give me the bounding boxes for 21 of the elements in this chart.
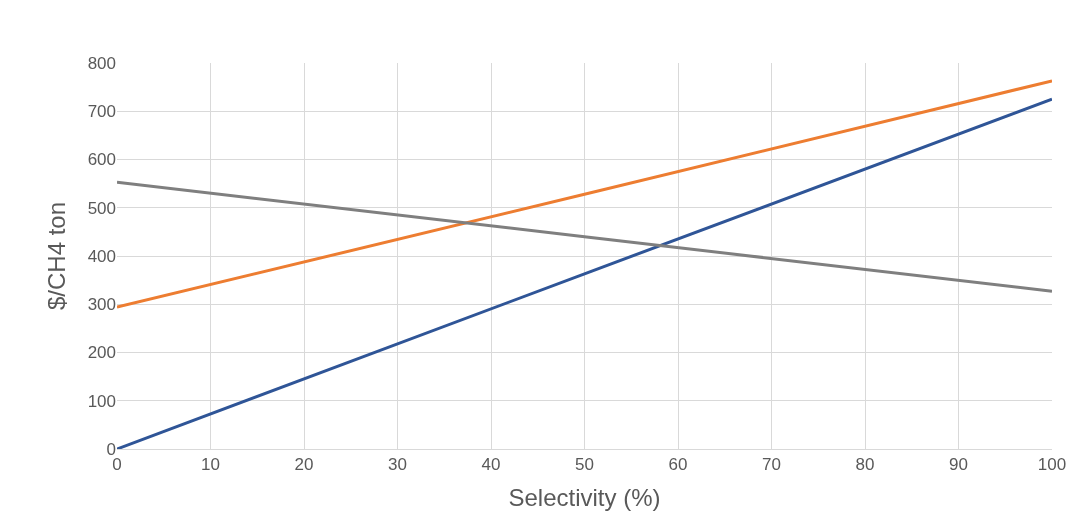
x-tick-label: 70	[762, 455, 781, 475]
x-tick-label: 10	[201, 455, 220, 475]
y-tick-label: 800	[87, 53, 116, 73]
x-tick-label: 40	[481, 455, 501, 475]
x-tick-label: 60	[668, 455, 688, 475]
y-axis-title: $/CH4 ton	[42, 201, 70, 311]
x-tick-label: 80	[855, 455, 875, 475]
y-tick-label: 200	[87, 343, 116, 363]
x-tick-label: 90	[949, 455, 968, 475]
x-tick-label: 20	[294, 455, 314, 475]
x-tick-label: 100	[1037, 455, 1067, 475]
x-tick-label: 30	[388, 455, 407, 475]
x-tick-label: 50	[575, 455, 594, 475]
y-tick-label: 400	[87, 246, 116, 266]
y-tick-label: 0	[106, 439, 116, 459]
y-tick-label: 700	[87, 102, 116, 122]
y-tick-label: 500	[87, 198, 116, 218]
x-axis-title: Selectivity (%)	[508, 483, 661, 511]
y-tick-label: 100	[87, 391, 116, 411]
y-tick-label: 600	[87, 150, 116, 170]
y-tick-label: 300	[87, 295, 116, 315]
